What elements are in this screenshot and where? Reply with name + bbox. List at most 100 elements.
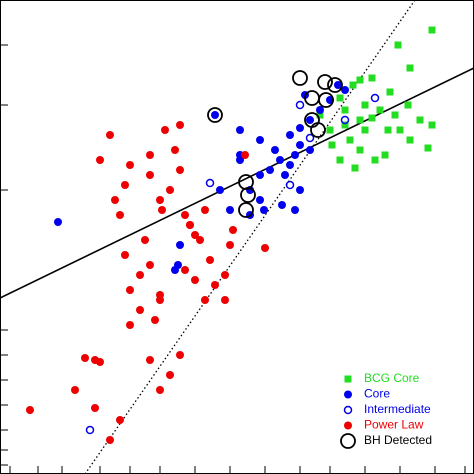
point [356, 146, 364, 154]
point [229, 226, 237, 234]
legend-label: BH Detected [364, 433, 432, 447]
point [361, 101, 369, 109]
point [416, 116, 424, 124]
point [238, 202, 254, 218]
point [340, 115, 350, 125]
point [371, 156, 379, 164]
point [356, 116, 364, 124]
point [136, 306, 144, 314]
point [146, 171, 154, 179]
point [336, 94, 344, 102]
point [376, 106, 384, 114]
point [201, 296, 209, 304]
point [368, 114, 376, 122]
legend-marker [340, 433, 356, 449]
point [161, 126, 169, 134]
point [316, 111, 324, 119]
point [196, 236, 204, 244]
point [341, 106, 349, 114]
point [221, 296, 229, 304]
point [424, 144, 432, 152]
point [176, 121, 184, 129]
point [81, 354, 89, 362]
point [146, 151, 154, 159]
point [206, 256, 214, 264]
point [291, 151, 299, 159]
point [126, 286, 134, 294]
point [326, 126, 334, 134]
point [54, 218, 62, 226]
point [370, 93, 380, 103]
point [406, 136, 414, 144]
point [295, 100, 305, 110]
point [334, 81, 342, 89]
legend-marker [344, 375, 352, 383]
point [151, 316, 159, 324]
point [146, 356, 154, 364]
point [276, 156, 284, 164]
legend-label: BCG Core [364, 371, 420, 385]
point [106, 131, 114, 139]
point [176, 241, 184, 249]
point [256, 136, 264, 144]
point [236, 126, 244, 134]
point [91, 404, 99, 412]
point [428, 26, 436, 34]
point [296, 186, 304, 194]
point [96, 156, 104, 164]
point [156, 196, 164, 204]
point [260, 206, 268, 214]
point [356, 76, 364, 84]
point [141, 236, 149, 244]
legend-label: Power Law [364, 418, 424, 432]
point [211, 111, 219, 119]
fit-line [0, 67, 474, 299]
point [226, 206, 234, 214]
legend-label: Core [364, 387, 390, 401]
point [121, 181, 129, 189]
point [111, 196, 119, 204]
point [386, 88, 394, 96]
point [146, 261, 154, 269]
point [106, 436, 114, 444]
point [281, 171, 289, 179]
point [327, 77, 343, 93]
legend-marker [344, 390, 352, 399]
point [341, 86, 349, 94]
point [286, 161, 294, 169]
point [191, 276, 199, 284]
point [181, 266, 189, 274]
point [116, 416, 124, 424]
point [346, 136, 354, 144]
point [278, 201, 286, 209]
point [428, 121, 436, 129]
point [285, 180, 295, 190]
point [71, 386, 79, 394]
point [240, 187, 256, 203]
point [126, 321, 134, 329]
point [126, 161, 134, 169]
point [96, 358, 104, 366]
point [391, 111, 399, 119]
legend-marker [344, 421, 352, 430]
point [176, 166, 184, 174]
point [221, 271, 229, 279]
point [296, 141, 304, 149]
point [349, 81, 357, 89]
point [116, 211, 124, 219]
point [291, 206, 299, 214]
point [328, 141, 336, 149]
legend-marker [343, 405, 353, 415]
point [241, 151, 249, 159]
point [85, 425, 95, 435]
point [207, 107, 223, 123]
point [211, 281, 219, 289]
point [361, 126, 369, 134]
point [318, 92, 334, 108]
point [136, 271, 144, 279]
point [176, 351, 184, 359]
point [310, 122, 326, 138]
point [266, 166, 274, 174]
point [26, 406, 34, 414]
